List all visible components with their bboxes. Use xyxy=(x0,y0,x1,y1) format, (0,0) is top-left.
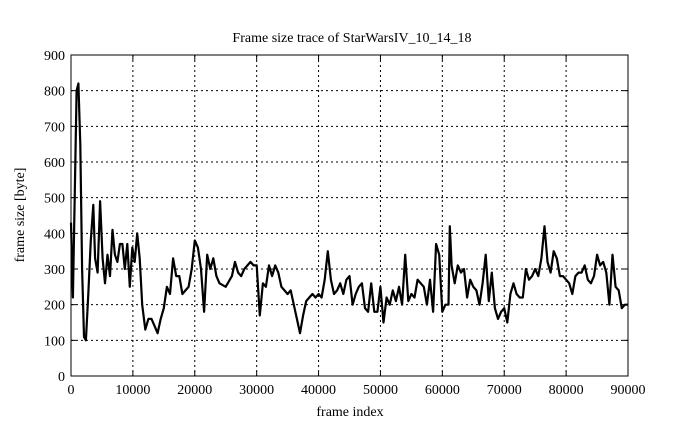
y-tick-label: 400 xyxy=(44,227,65,242)
axis-ticks: 0 10000 20000 30000 40000 50000 60000 70000 8000… xyxy=(44,49,646,398)
y-tick-label: 200 xyxy=(44,299,65,314)
x-axis-label: frame index xyxy=(316,405,383,420)
y-tick-label: 500 xyxy=(44,192,65,207)
plot-frame xyxy=(70,54,629,377)
x-tick-label: 10000 xyxy=(115,383,150,398)
y-tick-label: 100 xyxy=(44,334,65,349)
y-tick-label: 700 xyxy=(44,120,65,135)
x-tick-label: 70000 xyxy=(487,383,522,398)
x-tick-label: 90000 xyxy=(611,383,646,398)
y-axis-label: frame size [byte] xyxy=(13,168,28,263)
y-tick-label: 900 xyxy=(44,49,65,64)
grid xyxy=(71,55,628,376)
x-tick-label: 0 xyxy=(68,383,75,398)
y-tick-label: 600 xyxy=(44,156,65,171)
x-tick-label: 50000 xyxy=(363,383,398,398)
x-tick-label: 80000 xyxy=(549,383,584,398)
y-tick-label: 0 xyxy=(58,370,65,385)
y-tick-label: 800 xyxy=(44,85,65,100)
y-tick-label: 300 xyxy=(44,263,65,278)
frame-size-series-line xyxy=(69,82,628,342)
x-tick-label: 60000 xyxy=(425,383,460,398)
x-tick-label: 40000 xyxy=(301,383,336,398)
chart-title: Frame size trace of StarWarsIV_10_14_18 xyxy=(232,31,471,46)
x-tick-label: 30000 xyxy=(239,383,274,398)
x-tick-label: 20000 xyxy=(177,383,212,398)
